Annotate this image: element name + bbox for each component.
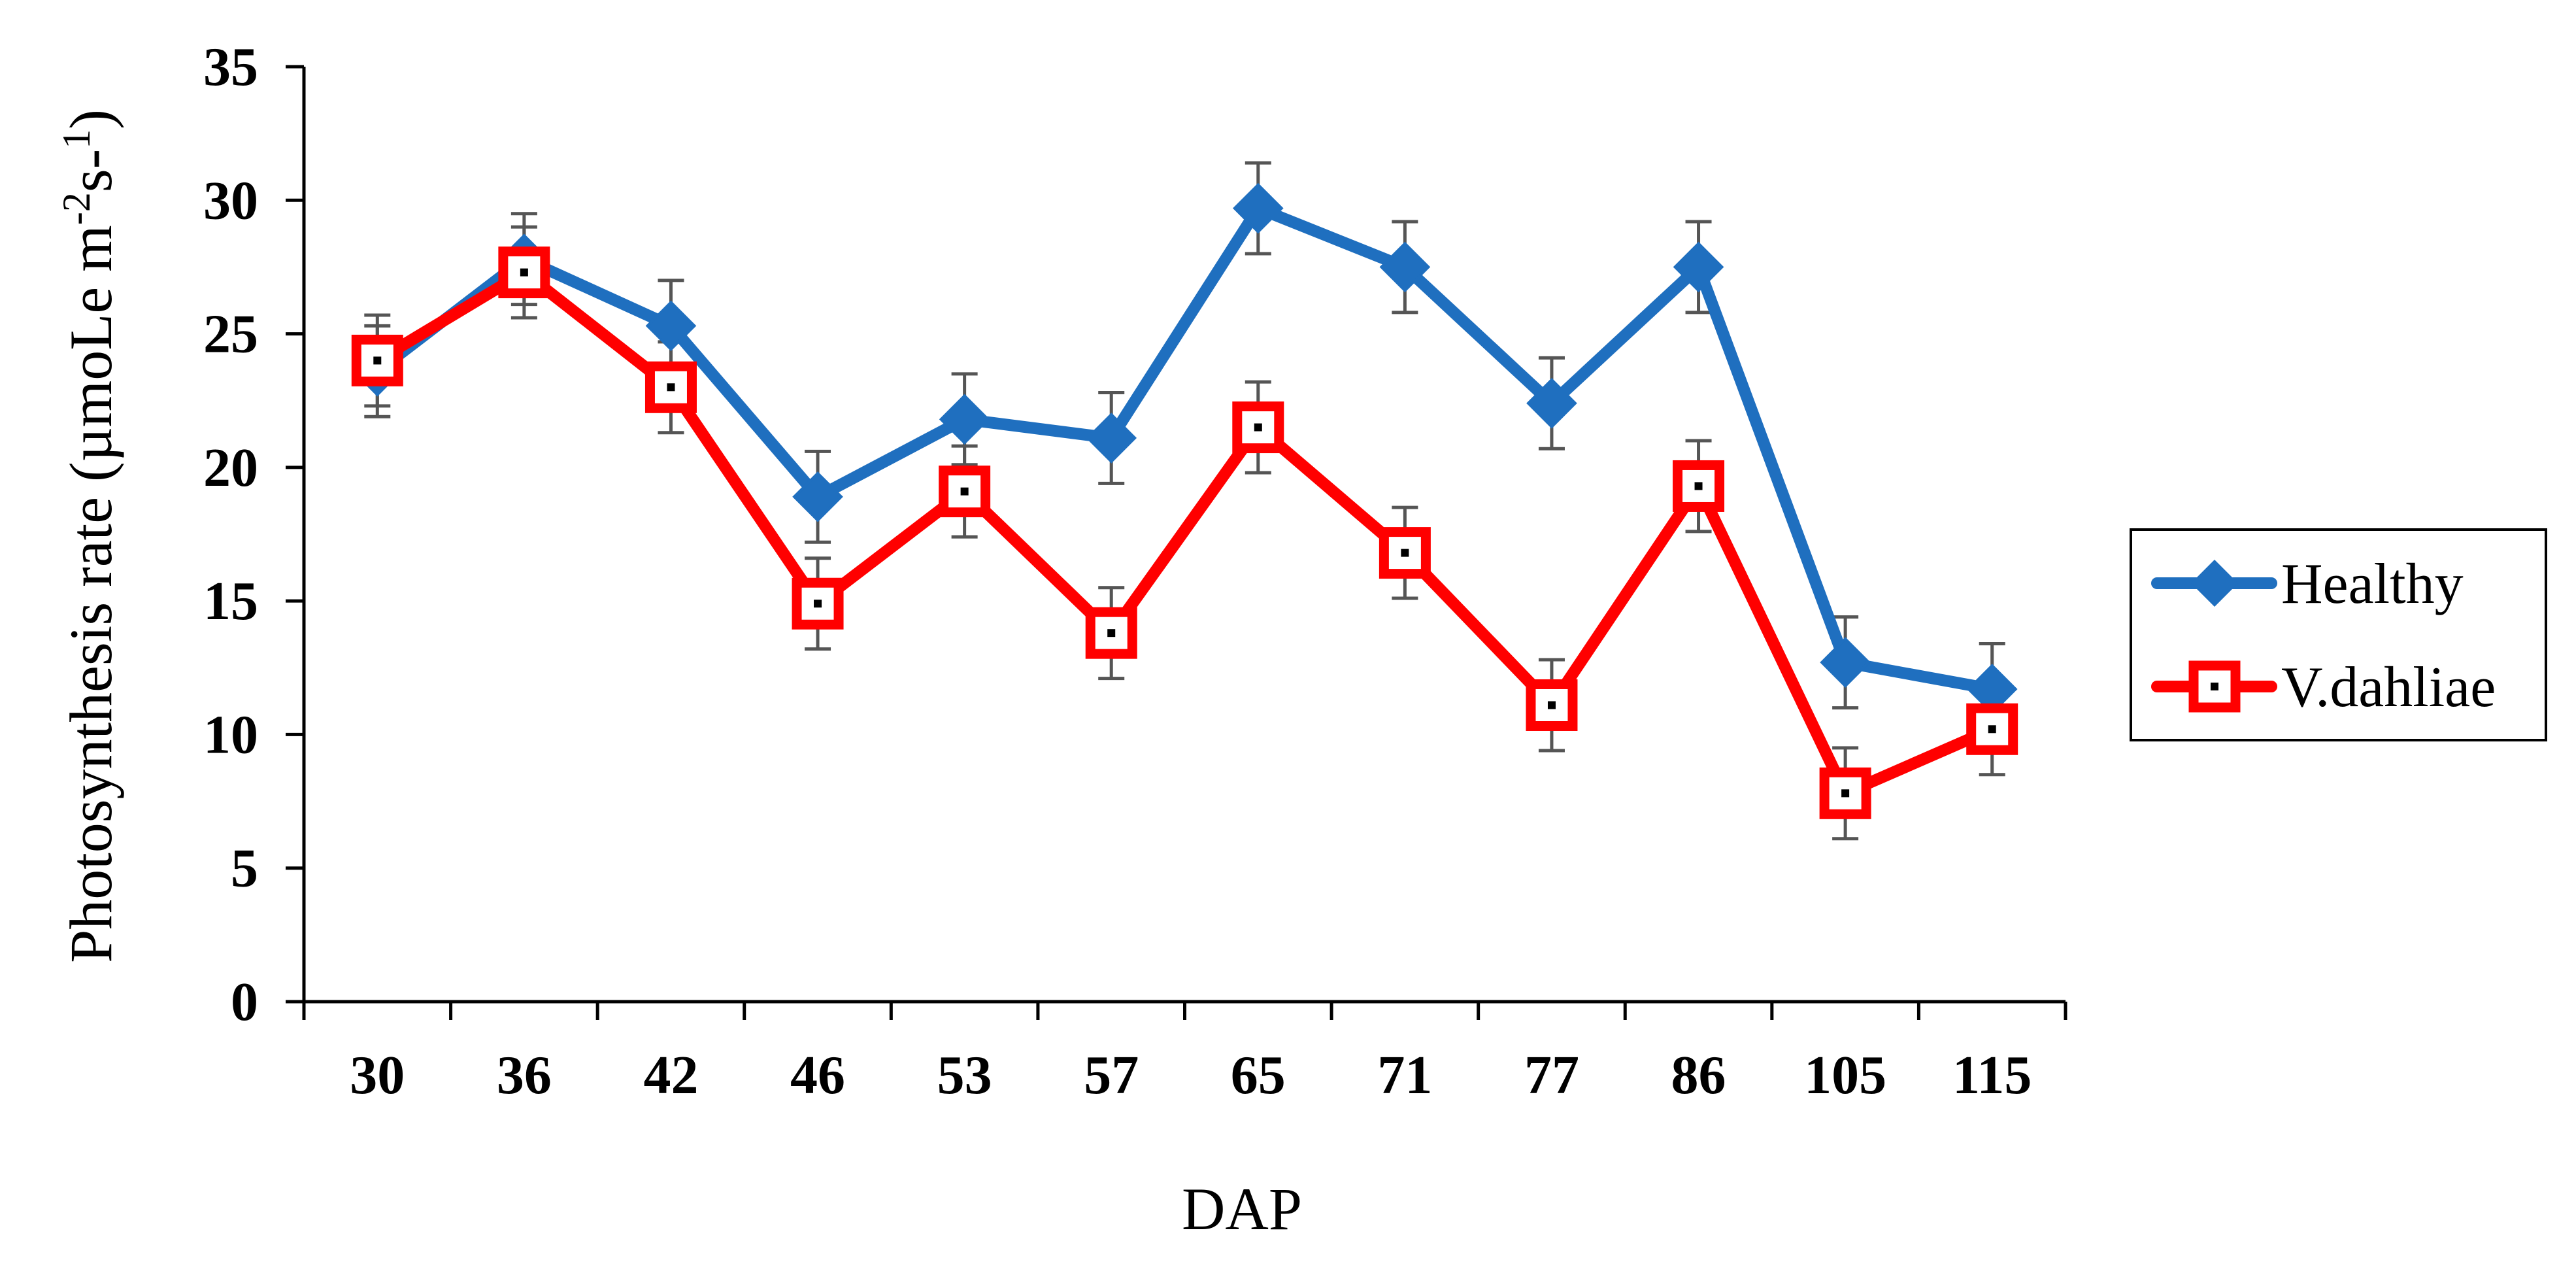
x-tick-label: 65 <box>1231 1045 1286 1106</box>
point-healthy <box>645 300 697 352</box>
point-center <box>1841 789 1850 798</box>
point-center <box>1401 549 1409 557</box>
legend-marker <box>2191 560 2238 607</box>
y-tick-label: 25 <box>203 304 258 365</box>
point-v-dahliae <box>1819 767 1871 819</box>
y-tick-label: 20 <box>203 437 258 498</box>
point-v-dahliae <box>1673 460 1725 512</box>
point-center <box>1694 482 1703 490</box>
series-lines <box>371 202 1998 800</box>
series-markers <box>351 182 2018 819</box>
x-tick-label: 30 <box>350 1045 405 1106</box>
y-axis-title-prefix: Photosynthesis rate (µmoLe m <box>58 225 124 963</box>
point-healthy <box>792 471 843 522</box>
point-v-dahliae <box>498 246 550 299</box>
point-center <box>520 268 528 277</box>
y-tick-label: 15 <box>203 571 258 632</box>
x-tick-label: 71 <box>1377 1045 1432 1106</box>
point-healthy <box>1526 377 1577 429</box>
error-bars <box>364 161 2005 841</box>
legend-label: Healthy <box>2281 552 2464 616</box>
point-square <box>939 466 991 518</box>
x-axis-title: DAP <box>1182 1176 1302 1242</box>
y-tick-label: 30 <box>203 170 258 231</box>
point-v-dahliae <box>351 334 403 386</box>
legend-item-healthy: Healthy <box>2151 552 2464 616</box>
point-center <box>1254 423 1262 432</box>
x-tick-label: 36 <box>497 1045 552 1106</box>
x-tick-label: 77 <box>1524 1045 1579 1106</box>
y-tick-label: 0 <box>231 972 258 1032</box>
point-v-dahliae <box>1966 703 2018 755</box>
point-center <box>667 383 675 392</box>
legend-items: Healthy V.dahliae <box>2151 552 2496 719</box>
y-axis-title-sup-2: 1 <box>55 129 98 149</box>
series-line-healthy <box>371 202 1998 695</box>
point-center <box>1988 725 1996 734</box>
point-center <box>373 356 382 365</box>
x-tick-label: 115 <box>1952 1045 2032 1106</box>
y-tick-label: 10 <box>203 704 258 765</box>
point-healthy <box>1086 413 1137 464</box>
x-tick-label: 86 <box>1671 1045 1726 1106</box>
legend-label: V.dahliae <box>2281 656 2496 719</box>
point-v-dahliae <box>1526 679 1578 731</box>
x-tick-label: 42 <box>643 1045 698 1106</box>
legend: Healthy V.dahliae <box>2130 528 2547 741</box>
point-v-dahliae <box>644 361 697 413</box>
legend-marker-center <box>2211 683 2218 690</box>
legend-item-v-dahliae: V.dahliae <box>2151 656 2496 719</box>
x-tick-label: 105 <box>1804 1045 1886 1106</box>
x-tick-label: 53 <box>937 1045 992 1106</box>
y-axis-title-mid: s- <box>58 149 124 192</box>
y-tick-label: 5 <box>231 838 258 899</box>
y-tick-label: 35 <box>203 37 258 97</box>
point-healthy <box>1232 182 1284 234</box>
y-axis-title: Photosynthesis rate (µmoLe m-2s-1) <box>55 109 124 963</box>
point-healthy <box>1673 241 1724 293</box>
y-axis-title-suffix: ) <box>58 109 124 129</box>
y-axis-title-sup-1: -2 <box>55 192 98 225</box>
point-center <box>960 487 969 496</box>
point-square <box>1819 767 1871 819</box>
point-v-dahliae <box>1379 527 1431 579</box>
series-line-v-dahliae <box>371 266 1998 800</box>
point-v-dahliae <box>1085 607 1137 659</box>
point-center <box>1547 701 1556 709</box>
point-center <box>1107 629 1116 637</box>
point-v-dahliae <box>792 577 844 630</box>
point-healthy <box>1379 241 1431 293</box>
point-healthy <box>1820 637 1871 688</box>
axes: 0 5 10 15 20 25 30 35 30 36 42 46 53 57 65 71 77 86 105 115 <box>203 37 2067 1106</box>
point-v-dahliae <box>1232 401 1284 454</box>
point-v-dahliae <box>939 466 991 518</box>
point-center <box>814 600 822 608</box>
point-square <box>351 334 403 386</box>
point-healthy <box>939 394 990 445</box>
x-tick-label: 57 <box>1084 1045 1139 1106</box>
x-tick-label: 46 <box>790 1045 845 1106</box>
